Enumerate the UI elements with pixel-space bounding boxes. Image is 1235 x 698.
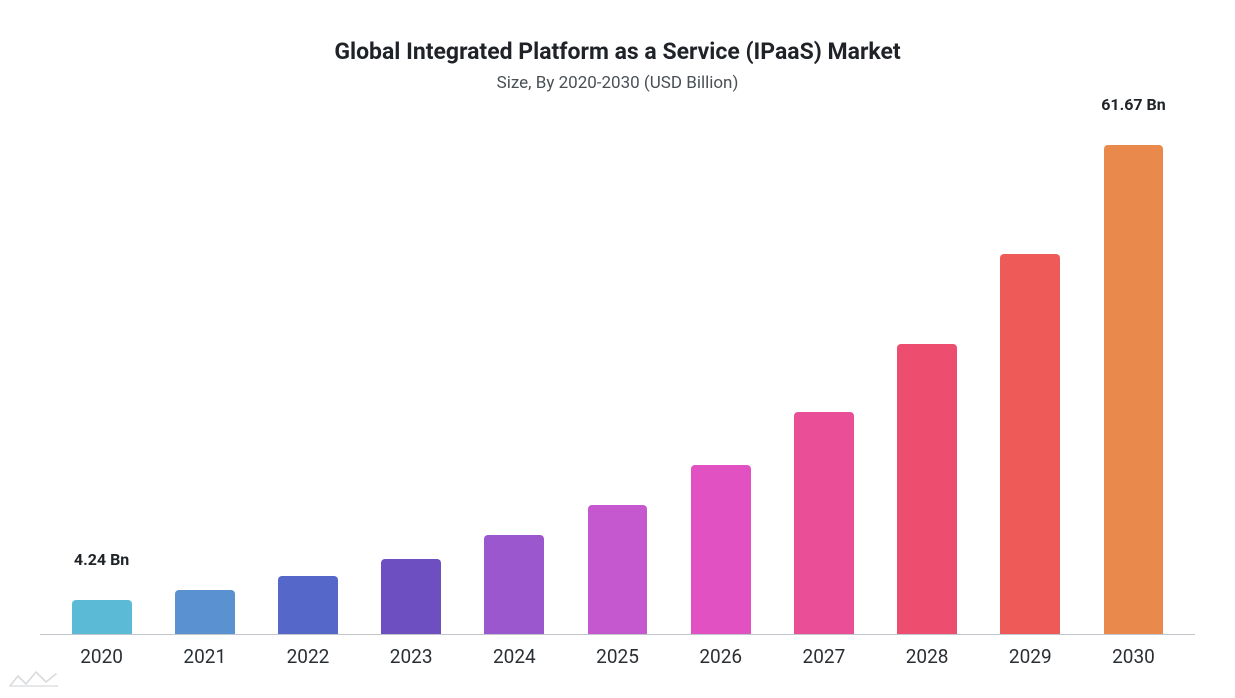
bar	[278, 576, 338, 634]
x-axis-label: 2021	[153, 645, 256, 668]
bar	[175, 590, 235, 634]
bar	[381, 559, 441, 634]
bar-slot	[153, 119, 256, 634]
x-axis-label: 2023	[360, 645, 463, 668]
bar	[72, 600, 132, 634]
bar	[1000, 254, 1060, 634]
bars-region: 4.24 Bn 61.67 Bn	[40, 119, 1195, 635]
bar	[484, 535, 544, 634]
bar	[691, 465, 751, 634]
bar-value-label: 4.24 Bn	[74, 550, 129, 575]
chart-title: Global Integrated Platform as a Service …	[40, 38, 1195, 65]
bar-slot	[360, 119, 463, 634]
x-axis-label: 2024	[463, 645, 566, 668]
x-axis-label: 2026	[669, 645, 772, 668]
bar	[588, 505, 648, 634]
x-axis-label: 2027	[772, 645, 875, 668]
bar-slot	[566, 119, 669, 634]
x-axis-label: 2028	[876, 645, 979, 668]
bar-value-label: 61.67 Bn	[1101, 95, 1166, 120]
bar	[897, 344, 957, 634]
x-axis-label: 2022	[256, 645, 359, 668]
bar-slot	[979, 119, 1082, 634]
bar	[1104, 145, 1164, 634]
bar-slot	[669, 119, 772, 634]
x-axis-label: 2025	[566, 645, 669, 668]
bar-slot: 61.67 Bn	[1082, 119, 1185, 634]
x-axis-label: 2029	[979, 645, 1082, 668]
watermark-icon	[8, 668, 60, 690]
bars-row: 4.24 Bn 61.67 Bn	[40, 119, 1195, 634]
bar-slot	[256, 119, 359, 634]
plot-area: 4.24 Bn 61.67 Bn 202020212022202320242025…	[40, 119, 1195, 668]
bar-slot: 4.24 Bn	[50, 119, 153, 634]
chart-container: Global Integrated Platform as a Service …	[0, 0, 1235, 698]
bar-slot	[463, 119, 566, 634]
x-axis: 2020202120222023202420252026202720282029…	[40, 635, 1195, 668]
bar-slot	[876, 119, 979, 634]
x-axis-label: 2030	[1082, 645, 1185, 668]
chart-subtitle: Size, By 2020-2030 (USD Billion)	[40, 73, 1195, 93]
x-axis-label: 2020	[50, 645, 153, 668]
bar-slot	[772, 119, 875, 634]
bar	[794, 412, 854, 634]
